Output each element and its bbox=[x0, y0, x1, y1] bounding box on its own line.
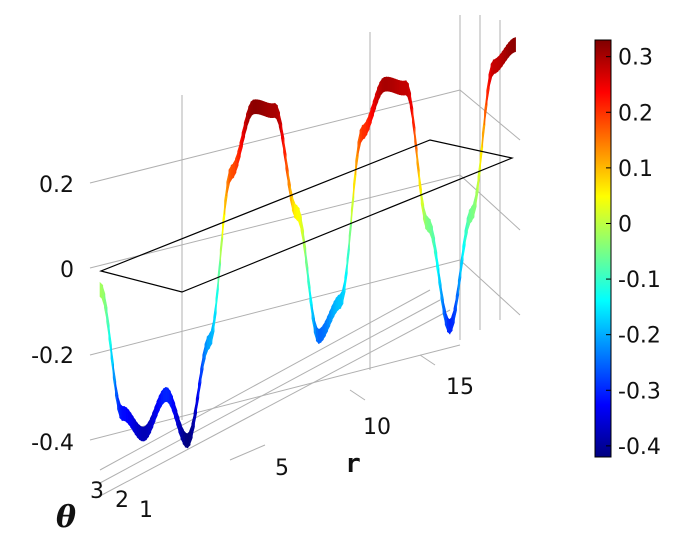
theta-axis-label: θ bbox=[56, 500, 76, 535]
zero-plane-outline bbox=[99, 139, 515, 293]
grid-lines bbox=[89, 15, 521, 497]
theta-tick-label: 2 bbox=[115, 488, 129, 513]
theta-tick-label: 1 bbox=[139, 498, 153, 523]
colorbar-tick-label: -0.4 bbox=[618, 435, 661, 460]
colorbar-tick-label: -0.2 bbox=[618, 324, 661, 349]
colorbar-tick-label: -0.1 bbox=[618, 268, 661, 293]
z-tick-label: 0.2 bbox=[39, 173, 74, 198]
z-tick-label: -0.2 bbox=[31, 344, 74, 369]
theta-tick-label: 3 bbox=[90, 479, 104, 504]
colorbar-ticks: 0.3 0.2 0.1 0 -0.1 -0.2 -0.3 -0.4 bbox=[606, 46, 661, 460]
colorbar bbox=[594, 39, 612, 458]
colorbar-tick-label: -0.3 bbox=[618, 379, 661, 404]
colorbar-tick-label: 0.2 bbox=[618, 101, 653, 126]
colorbar-tick-label: 0 bbox=[618, 212, 632, 237]
r-axis-ticks: 5 10 15 bbox=[275, 375, 474, 481]
z-tick-label: 0 bbox=[60, 258, 74, 283]
surface-ribbon bbox=[99, 37, 516, 449]
r-axis-label: r bbox=[345, 449, 361, 479]
r-tick-label: 15 bbox=[446, 375, 474, 400]
z-tick-label: -0.4 bbox=[31, 431, 74, 456]
colorbar-tick-label: 0.1 bbox=[618, 157, 653, 182]
theta-axis-ticks: 1 2 3 bbox=[90, 479, 153, 523]
z-axis-ticks: 0.2 0 -0.2 -0.4 bbox=[31, 173, 74, 456]
r-tick-label: 5 bbox=[275, 456, 289, 481]
colorbar-tick-label: 0.3 bbox=[618, 46, 653, 71]
surface-strip bbox=[512, 37, 516, 53]
r-tick-label: 10 bbox=[363, 415, 391, 440]
